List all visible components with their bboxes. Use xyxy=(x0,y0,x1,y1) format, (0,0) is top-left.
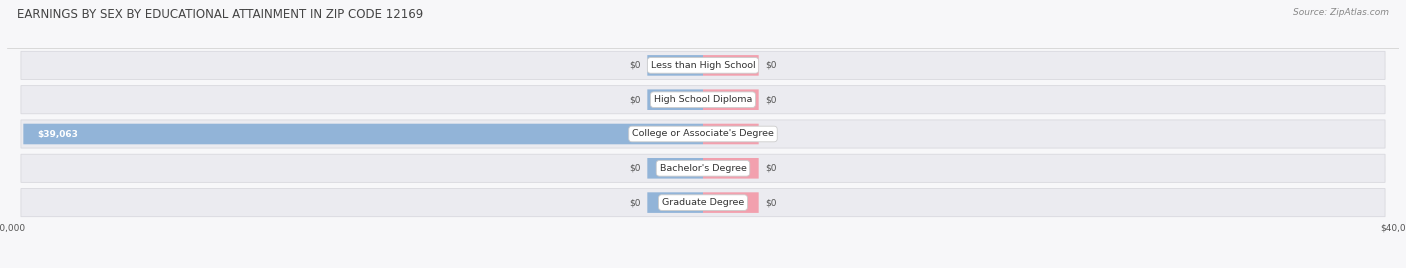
FancyBboxPatch shape xyxy=(21,154,1385,182)
FancyBboxPatch shape xyxy=(21,120,1385,148)
Text: Bachelor's Degree: Bachelor's Degree xyxy=(659,164,747,173)
Text: $0: $0 xyxy=(766,198,778,207)
FancyBboxPatch shape xyxy=(21,86,1385,114)
FancyBboxPatch shape xyxy=(703,192,759,213)
FancyBboxPatch shape xyxy=(703,124,759,144)
FancyBboxPatch shape xyxy=(647,90,703,110)
FancyBboxPatch shape xyxy=(647,158,703,178)
FancyBboxPatch shape xyxy=(21,51,1385,79)
Text: High School Diploma: High School Diploma xyxy=(654,95,752,104)
Text: $0: $0 xyxy=(628,95,640,104)
FancyBboxPatch shape xyxy=(703,90,759,110)
Text: EARNINGS BY SEX BY EDUCATIONAL ATTAINMENT IN ZIP CODE 12169: EARNINGS BY SEX BY EDUCATIONAL ATTAINMEN… xyxy=(17,8,423,21)
Text: $0: $0 xyxy=(766,61,778,70)
FancyBboxPatch shape xyxy=(703,55,759,76)
Text: Less than High School: Less than High School xyxy=(651,61,755,70)
Text: $0: $0 xyxy=(628,61,640,70)
Text: $0: $0 xyxy=(766,95,778,104)
Text: Source: ZipAtlas.com: Source: ZipAtlas.com xyxy=(1294,8,1389,17)
Text: $0: $0 xyxy=(628,198,640,207)
FancyBboxPatch shape xyxy=(703,158,759,178)
Text: College or Associate's Degree: College or Associate's Degree xyxy=(633,129,773,139)
Text: $0: $0 xyxy=(766,164,778,173)
FancyBboxPatch shape xyxy=(21,189,1385,217)
Text: $0: $0 xyxy=(766,129,778,139)
Text: $0: $0 xyxy=(628,164,640,173)
Text: Graduate Degree: Graduate Degree xyxy=(662,198,744,207)
FancyBboxPatch shape xyxy=(24,124,703,144)
FancyBboxPatch shape xyxy=(647,192,703,213)
Text: $39,063: $39,063 xyxy=(37,129,79,139)
FancyBboxPatch shape xyxy=(647,55,703,76)
